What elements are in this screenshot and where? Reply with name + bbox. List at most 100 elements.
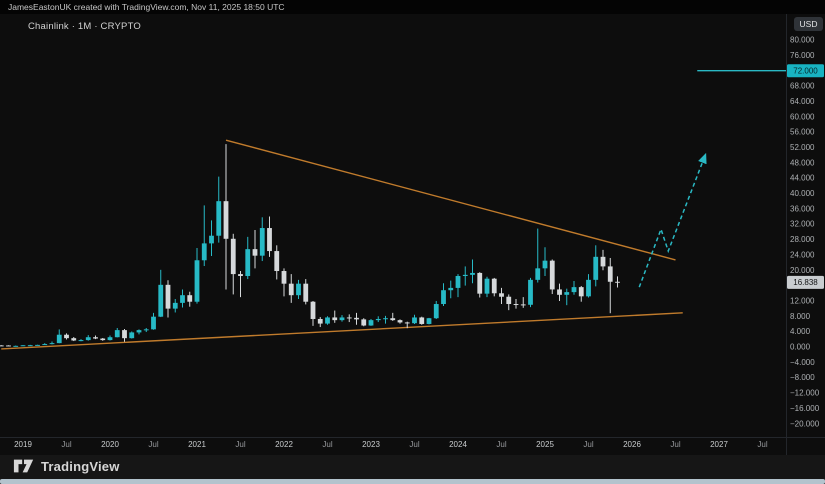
price-axis-tick: 36.000 [790, 204, 815, 213]
candle [151, 316, 156, 330]
candle [361, 319, 367, 326]
candle [600, 256, 606, 267]
candle [339, 317, 345, 321]
descending-resistance[interactable] [225, 139, 676, 261]
candle [513, 304, 519, 306]
candle [332, 317, 338, 321]
candle [484, 278, 490, 294]
candle [27, 345, 33, 347]
candle [49, 343, 55, 345]
candle [317, 318, 323, 324]
time-axis-tick: 2022 [275, 440, 293, 449]
candle [448, 287, 454, 291]
symbol-title: Chainlink · 1M · CRYPTO [28, 21, 142, 32]
candle [557, 289, 562, 295]
candle [56, 334, 62, 344]
time-axis-tick: Jul [757, 440, 767, 449]
candle [383, 318, 388, 320]
candle [288, 283, 294, 296]
price-axis-tick: 40.000 [790, 189, 815, 198]
projection-arrow[interactable] [638, 152, 707, 288]
price-axis-tick: −20.000 [790, 419, 820, 428]
candle [528, 279, 533, 305]
candle [180, 295, 185, 303]
candle [223, 201, 229, 239]
price-axis-tick: 28.000 [790, 235, 815, 244]
last-price-label: 16.838 [793, 278, 818, 287]
price-axis-tick: 8.000 [790, 312, 811, 321]
price-axis-tick: 60.000 [790, 112, 815, 121]
candle [0, 345, 4, 347]
candle [35, 344, 40, 346]
candle [230, 238, 236, 275]
price-target-label: 72.000 [793, 67, 818, 76]
candle [107, 337, 113, 341]
time-axis-tick: Jul [235, 440, 245, 449]
tradingview-logo-link[interactable]: TradingView [13, 458, 120, 474]
candle [143, 329, 149, 331]
candle [64, 334, 69, 339]
candle [296, 283, 301, 296]
attribution-text: JamesEastonUK created with TradingView.c… [8, 2, 285, 12]
candle [13, 345, 19, 347]
candle [607, 266, 613, 282]
candle [477, 272, 483, 294]
candle [593, 256, 599, 280]
candle [455, 276, 461, 288]
candle [136, 330, 142, 333]
time-axis-tick: Jul [322, 440, 332, 449]
candle [412, 317, 417, 324]
candle [375, 318, 381, 321]
candle [390, 318, 396, 321]
candle [259, 228, 265, 256]
time-axis-tick: Jul [583, 440, 593, 449]
candle [615, 281, 620, 283]
candle [542, 260, 548, 269]
candle [419, 317, 425, 324]
candle [470, 272, 475, 275]
candle [267, 228, 272, 252]
candle [209, 235, 214, 244]
price-target-label-bg [787, 64, 824, 78]
candle [281, 271, 287, 284]
time-axis-tick: 2023 [362, 440, 380, 449]
candle [441, 290, 446, 305]
time-axis-tick: 2021 [188, 440, 206, 449]
candle [129, 332, 135, 339]
time-axis-tick: 2026 [623, 440, 641, 449]
candle [325, 317, 330, 324]
candle [194, 260, 200, 302]
candle [549, 260, 555, 290]
candle [354, 317, 359, 320]
candle [6, 345, 11, 347]
price-axis-tick: 80.000 [790, 36, 815, 45]
candle [397, 320, 403, 323]
time-axis-tick: Jul [148, 440, 158, 449]
price-axis-tick: 68.000 [790, 82, 815, 91]
tradingview-logo-icon [13, 459, 34, 473]
price-axis-tick: 52.000 [790, 143, 815, 152]
price-axis-tick: −8.000 [790, 373, 815, 382]
time-axis-tick: 2019 [14, 440, 32, 449]
currency-button[interactable]: USD [794, 17, 823, 31]
candle [499, 293, 504, 297]
candle [238, 274, 243, 277]
candle [114, 330, 120, 338]
candle [578, 287, 584, 297]
bottom-scrollbar[interactable] [0, 479, 825, 484]
price-axis-tick: 56.000 [790, 128, 815, 137]
candle [172, 302, 178, 309]
attribution-bar: JamesEastonUK created with TradingView.c… [0, 0, 825, 14]
tradingview-brand-text: TradingView [41, 458, 120, 474]
time-axis-tick: Jul [61, 440, 71, 449]
candle [78, 340, 84, 342]
price-axis-tick: 32.000 [790, 220, 815, 229]
candle [245, 249, 251, 277]
candle [506, 296, 512, 305]
time-axis-tick: Jul [670, 440, 680, 449]
price-axis-tick: 12.000 [790, 296, 815, 305]
ascending-support[interactable] [1, 312, 683, 350]
time-axis-tick: 2024 [449, 440, 467, 449]
candle [564, 292, 570, 295]
